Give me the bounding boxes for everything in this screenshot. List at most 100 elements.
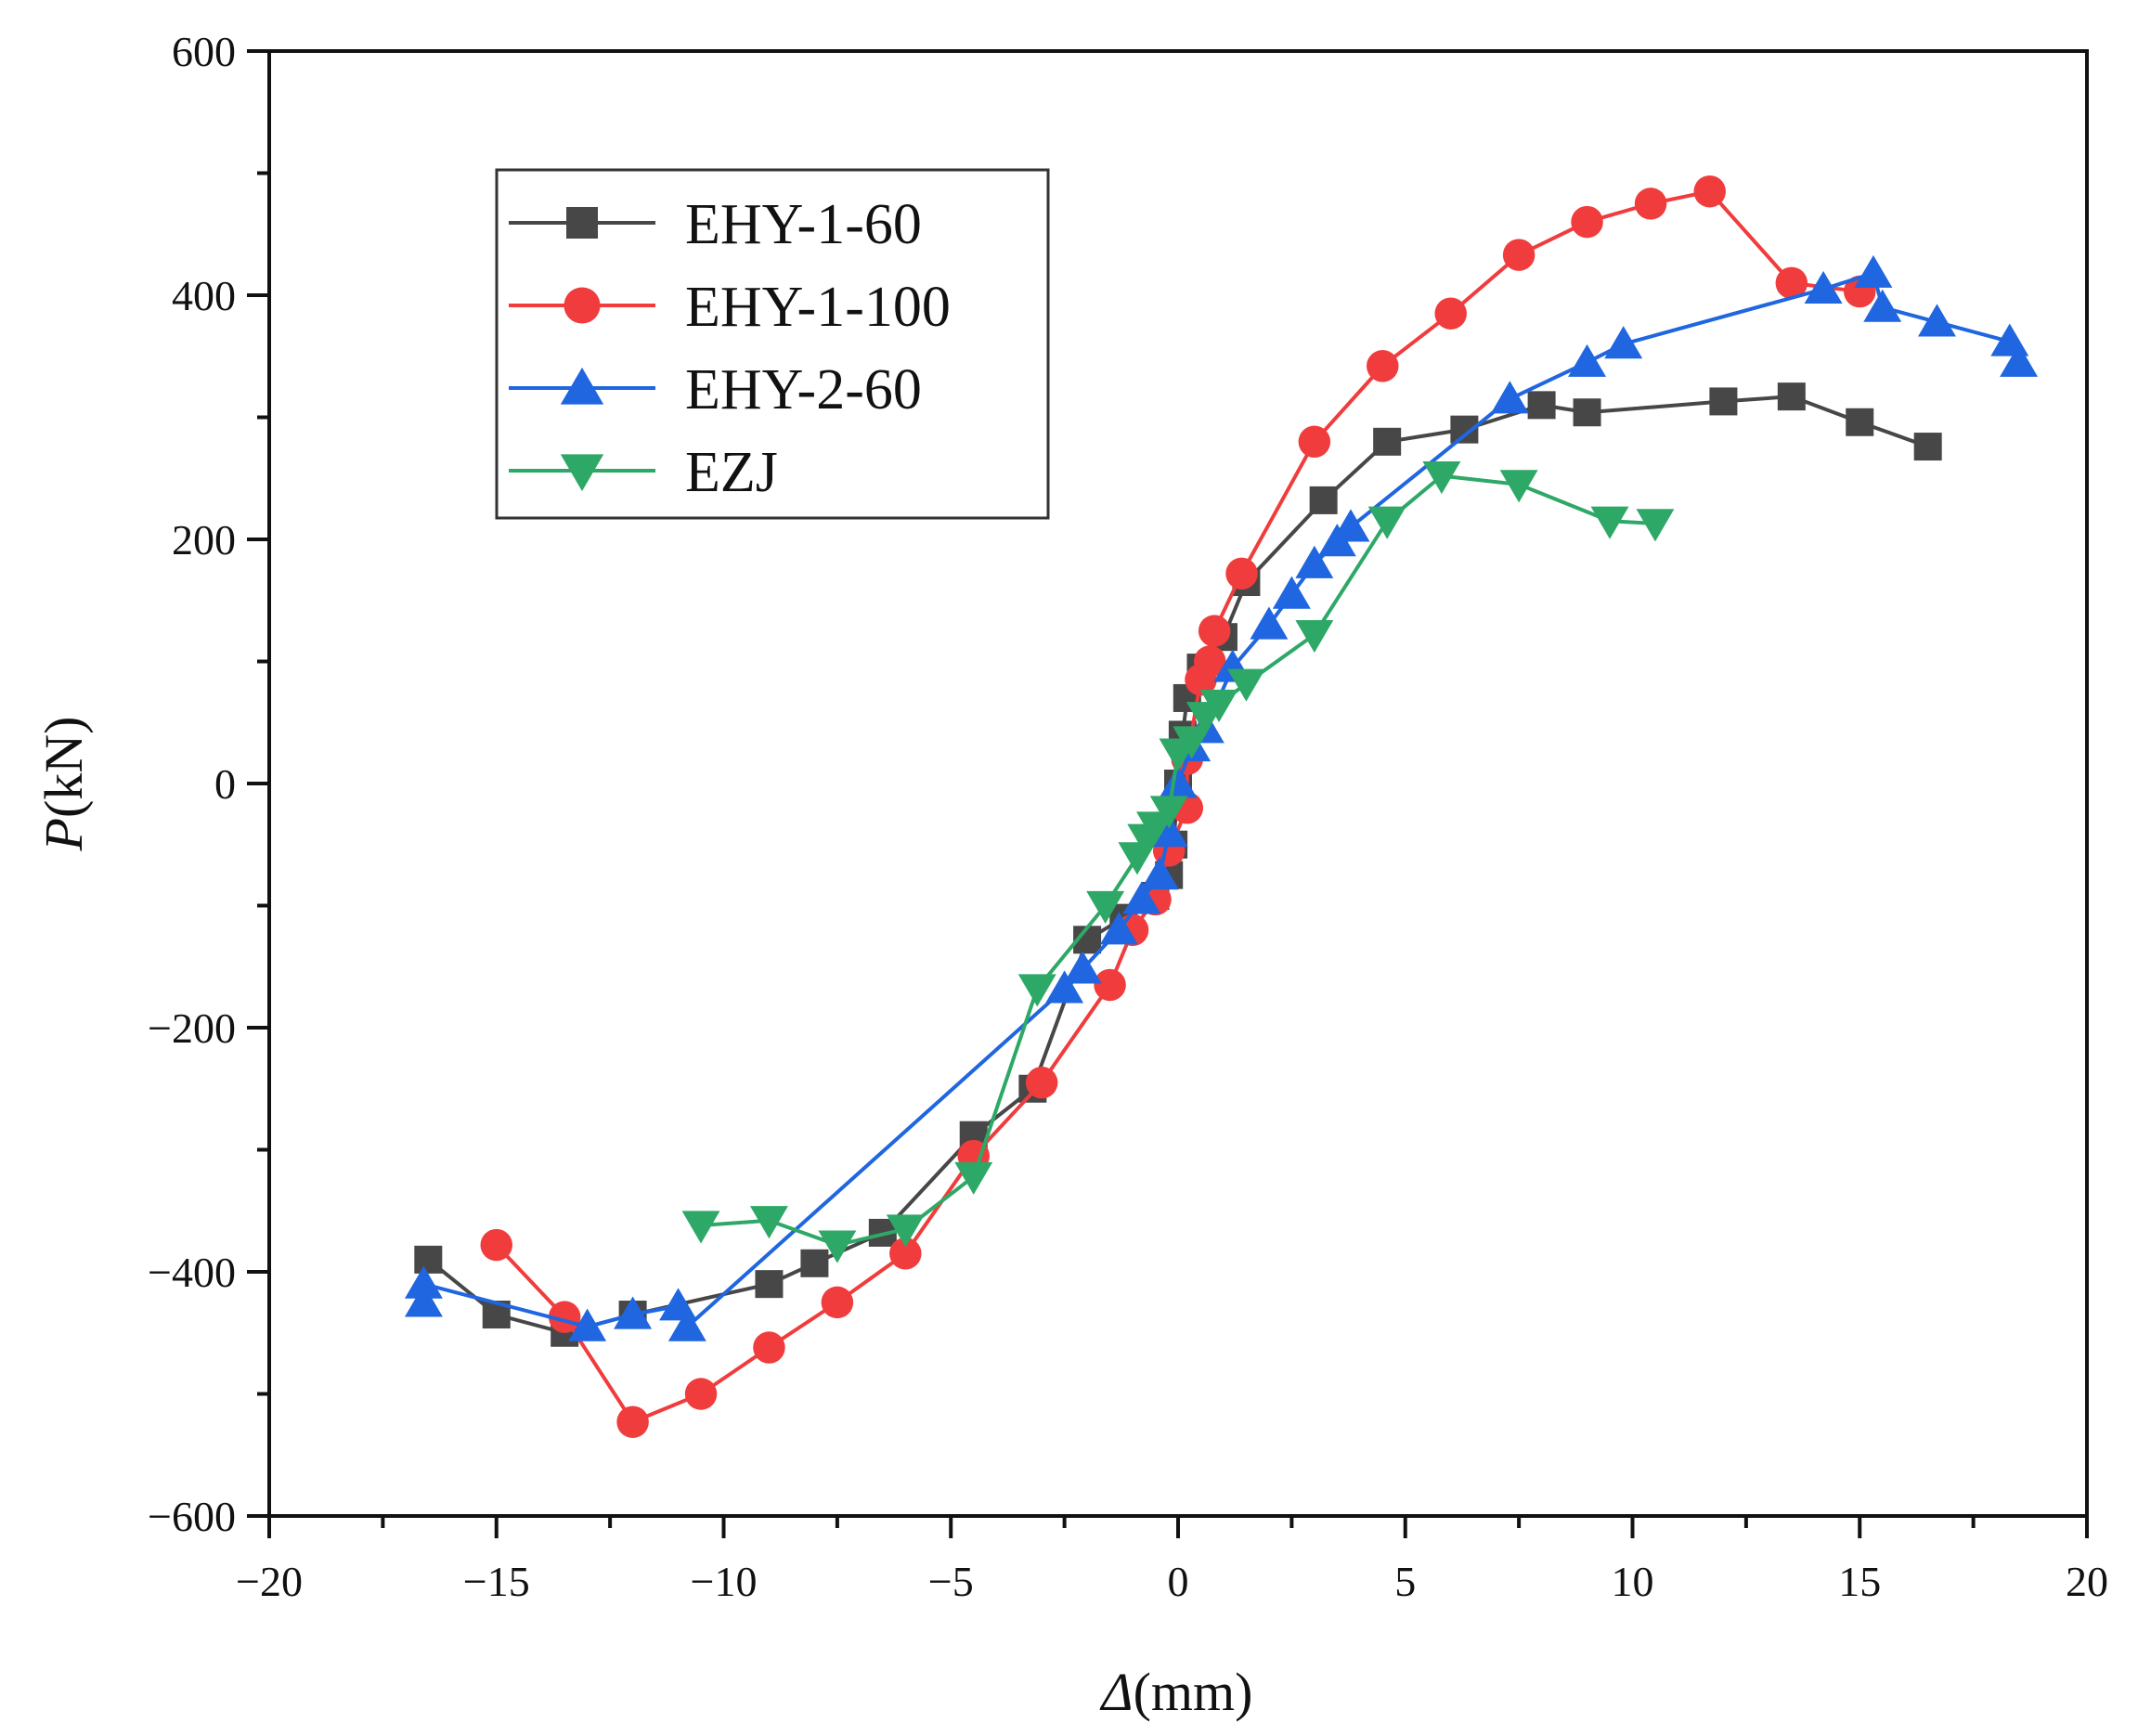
data-point-ehy-2-60 xyxy=(2000,343,2039,377)
data-point-ehy-2-60 xyxy=(1063,951,1102,984)
y-axis-unit: (kN) xyxy=(33,717,94,819)
x-tick-label: −10 xyxy=(691,1558,758,1605)
y-tick-label: 400 xyxy=(172,272,236,319)
data-point-ezj xyxy=(1017,974,1056,1007)
data-point-ehy-1-100 xyxy=(753,1331,785,1364)
data-point-ehy-1-100 xyxy=(480,1228,512,1262)
data-point-ehy-2-60 xyxy=(1140,857,1179,890)
series-layer xyxy=(404,175,2039,1438)
data-point-ezj xyxy=(1590,506,1629,539)
data-point-ehy-1-60 xyxy=(1573,398,1601,427)
data-point-ehy-2-60 xyxy=(404,1265,443,1299)
data-point-ehy-1-60 xyxy=(1777,382,1806,411)
data-point-ehy-1-100 xyxy=(1634,188,1667,220)
data-point-ehy-1-60 xyxy=(1709,387,1738,416)
x-tick-label: −15 xyxy=(463,1558,530,1605)
data-point-ezj xyxy=(1422,461,1461,495)
data-point-ehy-1-60 xyxy=(1309,486,1338,514)
data-point-ehy-1-60 xyxy=(1373,427,1402,456)
data-point-ezj xyxy=(818,1230,857,1263)
y-tick-label: 200 xyxy=(172,516,236,564)
data-point-ehy-2-60 xyxy=(1604,326,1643,359)
y-axis-symbol: P xyxy=(33,818,94,851)
data-point-ezj xyxy=(749,1206,788,1239)
x-tick-label: 20 xyxy=(2066,1558,2108,1605)
data-point-ehy-1-100 xyxy=(1367,350,1399,382)
y-tick-label: −200 xyxy=(148,1004,236,1052)
legend-label: EZJ xyxy=(685,441,778,504)
data-point-ehy-1-100 xyxy=(889,1237,922,1270)
data-point-ehy-1-100 xyxy=(1775,266,1808,300)
data-point-ehy-2-60 xyxy=(1250,606,1289,640)
series-ezj xyxy=(681,461,1675,1263)
x-axis-unit: (mm) xyxy=(1134,1662,1253,1722)
data-point-ehy-1-60 xyxy=(1913,433,1942,461)
data-point-ezj xyxy=(1226,668,1265,702)
data-point-ehy-2-60 xyxy=(659,1288,698,1321)
data-point-ehy-1-60 xyxy=(1527,391,1556,420)
data-point-ehy-1-100 xyxy=(1225,557,1258,590)
y-tick-label: −600 xyxy=(148,1493,236,1540)
legend-item-ehy-2-60: EHY-2-60 xyxy=(509,358,922,421)
data-point-ehy-1-100 xyxy=(1502,239,1535,271)
series-ehy-1-60 xyxy=(414,382,1942,1347)
legend-marker xyxy=(560,454,604,492)
legend-marker xyxy=(564,287,601,324)
data-point-ezj xyxy=(1199,689,1238,723)
data-point-ehy-1-60 xyxy=(755,1270,784,1299)
y-tick-label: −400 xyxy=(148,1249,236,1296)
x-tick-label: 15 xyxy=(1838,1558,1881,1605)
legend: EHY-1-60 EHY-1-100 EHY-2-60 EZJ xyxy=(495,168,1050,520)
legend-label: EHY-2-60 xyxy=(685,358,922,421)
data-point-ehy-1-100 xyxy=(1571,205,1603,239)
data-point-ezj xyxy=(954,1161,993,1195)
data-point-ehy-2-60 xyxy=(1331,509,1370,542)
y-tick-label: 600 xyxy=(172,28,236,75)
data-point-ehy-1-100 xyxy=(1194,645,1226,678)
data-point-ehy-2-60 xyxy=(614,1296,653,1329)
data-point-ehy-1-100 xyxy=(1298,425,1331,459)
series-ehy-2-60 xyxy=(404,254,2039,1341)
data-point-ehy-2-60 xyxy=(1863,289,1902,322)
data-point-ezj xyxy=(1499,470,1538,503)
data-point-ehy-1-60 xyxy=(1846,408,1874,436)
data-point-ezj xyxy=(1636,509,1675,542)
data-point-ehy-1-60 xyxy=(414,1245,443,1274)
data-point-ehy-1-100 xyxy=(1434,297,1467,330)
data-point-ehy-2-60 xyxy=(568,1308,607,1341)
x-tick-label: −20 xyxy=(236,1558,303,1605)
data-point-ehy-1-100 xyxy=(548,1301,581,1333)
data-point-ehy-2-60 xyxy=(404,1284,443,1317)
x-axis-label: Δ(mm) xyxy=(1100,1662,1253,1722)
legend-label: EHY-1-100 xyxy=(685,276,951,339)
data-point-ehy-2-60 xyxy=(1149,814,1188,848)
y-tick-label: 0 xyxy=(214,760,236,808)
x-tick-label: 0 xyxy=(1168,1558,1189,1605)
data-point-ehy-1-100 xyxy=(1693,175,1726,208)
data-point-ehy-2-60 xyxy=(1295,545,1334,578)
data-point-ezj xyxy=(681,1211,720,1244)
legend-item-ehy-1-100: EHY-1-100 xyxy=(509,276,951,339)
data-point-ehy-2-60 xyxy=(1272,576,1311,609)
data-point-ehy-1-100 xyxy=(1094,968,1126,1002)
legend-marker xyxy=(566,207,598,239)
data-point-ehy-1-100 xyxy=(684,1378,718,1410)
data-point-ehy-2-60 xyxy=(1159,765,1198,798)
legend-marker xyxy=(560,367,604,405)
data-point-ezj xyxy=(1086,890,1125,924)
data-point-ezj xyxy=(1367,506,1406,539)
ticks: −20 −15 −10 −5 0 5 10 15 20 −600 −400 −200 0 200 400 60… xyxy=(148,28,2108,1605)
legend-item-ehy-1-60: EHY-1-60 xyxy=(509,193,922,256)
x-tick-label: −5 xyxy=(928,1558,974,1605)
legend-item-ezj: EZJ xyxy=(509,441,778,504)
data-point-ezj xyxy=(1149,796,1188,829)
data-point-ehy-2-60 xyxy=(1122,881,1161,914)
data-point-ehy-2-60 xyxy=(1854,254,1893,288)
data-point-ehy-2-60 xyxy=(667,1308,706,1341)
data-point-ehy-1-100 xyxy=(1025,1066,1058,1099)
data-point-ehy-2-60 xyxy=(1568,343,1607,377)
data-point-ehy-2-60 xyxy=(1490,381,1529,414)
data-point-ehy-1-100 xyxy=(821,1286,854,1319)
data-point-ehy-2-60 xyxy=(1917,304,1956,337)
